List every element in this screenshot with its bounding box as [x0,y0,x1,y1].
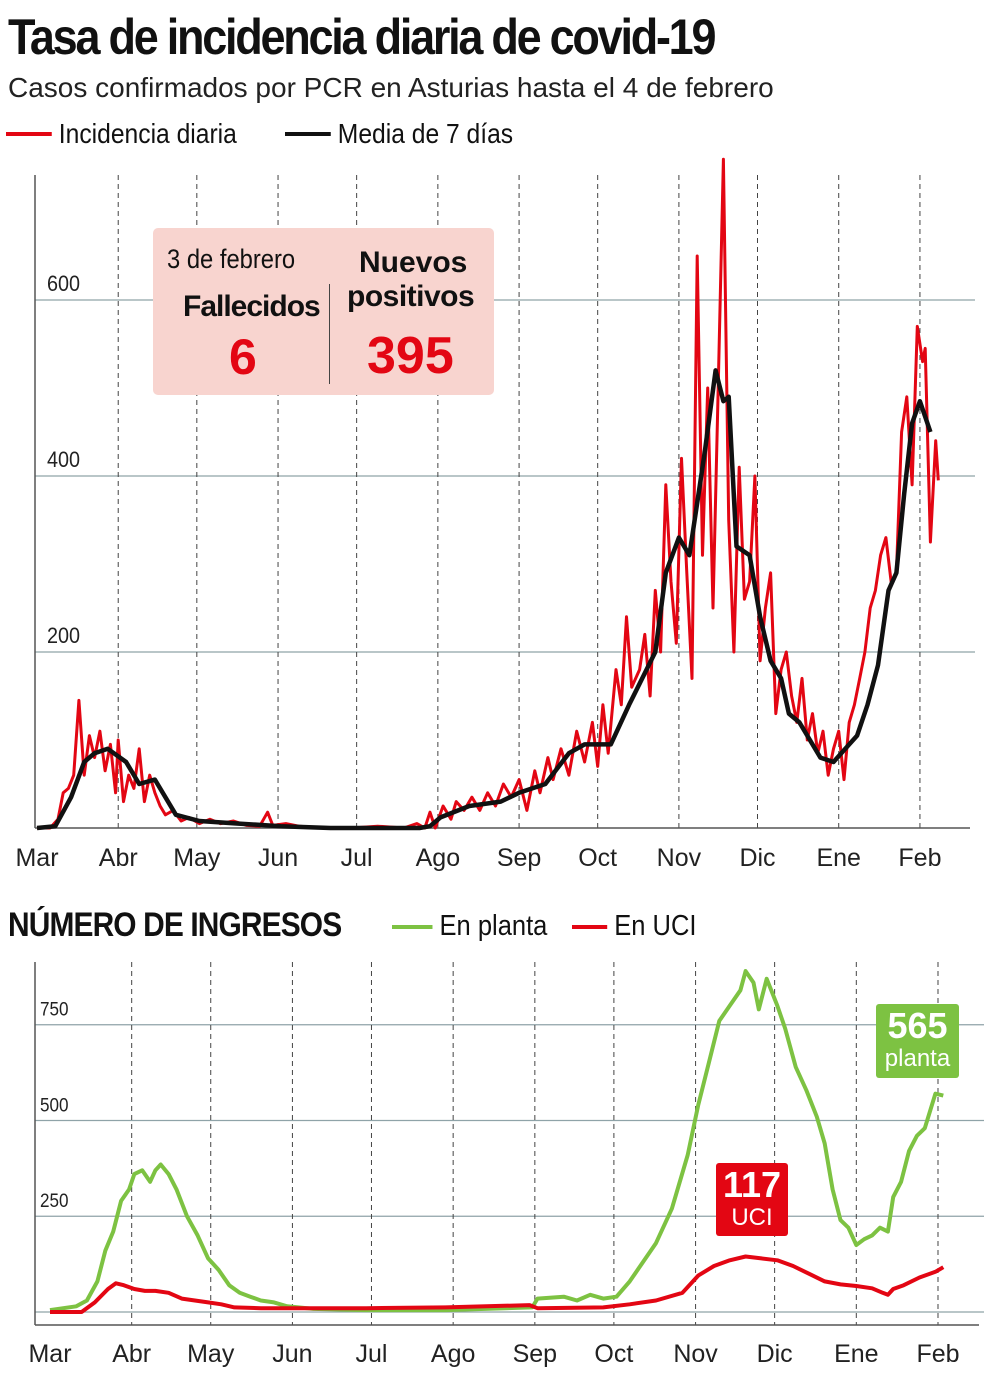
icu-annotation: 117 UCI [716,1163,788,1236]
x-tick-label: Jun [258,844,298,872]
x-tick-label: Abr [112,1340,151,1368]
x-tick-label: Ago [416,844,460,872]
x-tick-label: Nov [673,1340,718,1368]
y-tick-label: 200 [47,624,80,648]
ward-label: planta [884,1045,951,1072]
x-tick-label: Oct [578,844,617,872]
x-tick-label: Ene [816,844,860,872]
icu-label: UCI [731,1204,773,1231]
x-tick-label: Feb [898,844,941,872]
x-tick-label: Abr [99,844,138,872]
ward-value: 565 [887,1005,948,1046]
chart-subtitle: Casos confirmados por PCR en Asturias ha… [8,72,774,103]
legend-swatch-green [392,924,433,929]
x-tick-label: May [187,1340,235,1368]
x-tick-label: Dic [739,844,775,872]
legend-swatch-black [285,132,331,136]
y-tick-label: 500 [40,1095,69,1116]
y-tick-label: 600 [47,272,80,296]
legend-label: En UCI [614,910,697,942]
legend-item-icu: En UCI [572,910,697,943]
x-tick-label: Dic [757,1340,793,1368]
new-cases-value: 395 [367,327,454,385]
x-tick-label: Oct [594,1340,633,1368]
x-tick-label: Mar [28,1340,71,1368]
deaths-value: 6 [229,329,257,385]
deaths-label: Fallecidos [183,290,321,323]
legend-swatch-red [6,132,52,136]
ward-annotation: 565 planta [876,1004,959,1078]
legend-item-ward: En planta [392,910,547,943]
x-tick-label: Mar [15,844,58,872]
x-tick-label: Sep [513,1340,557,1368]
x-tick-label: Ene [834,1340,878,1368]
legend-item-average: Media de 7 días [285,118,513,150]
info-box: 3 de febrero Fallecidos 6 Nuevos positiv… [153,228,494,395]
info-divider [329,284,330,384]
x-tick-label: Jul [341,844,373,872]
legend-item-daily: Incidencia diaria [6,118,237,150]
new-cases-label-1: Nuevos [359,246,468,279]
icu-value: 117 [722,1164,782,1205]
legend-label: Incidencia diaria [58,118,237,149]
admissions-title: NÚMERO DE INGRESOS [8,906,342,944]
series-line-en-uci [50,1254,945,1314]
x-tick-label: Feb [916,1340,959,1368]
info-date: 3 de febrero [167,244,296,274]
x-tick-label: Nov [657,844,702,872]
series-line-media-de-7-d-as [36,368,933,831]
legend-label: Media de 7 días [337,118,514,149]
y-tick-label: 750 [40,999,69,1020]
new-cases-label-2: positivos [347,280,475,313]
x-tick-label: Jul [355,1340,387,1368]
x-tick-label: May [173,844,221,872]
x-tick-label: Jun [272,1340,312,1368]
y-tick-label: 250 [40,1190,69,1211]
series-line-en-planta [49,969,944,1313]
legend-swatch-red [572,924,608,929]
chart-title: Tasa de incidencia diaria de covid-19 [8,9,716,65]
x-tick-label: Sep [497,844,541,872]
x-tick-label: Ago [431,1340,475,1368]
legend-label: En planta [439,910,548,942]
y-tick-label: 400 [47,448,80,472]
